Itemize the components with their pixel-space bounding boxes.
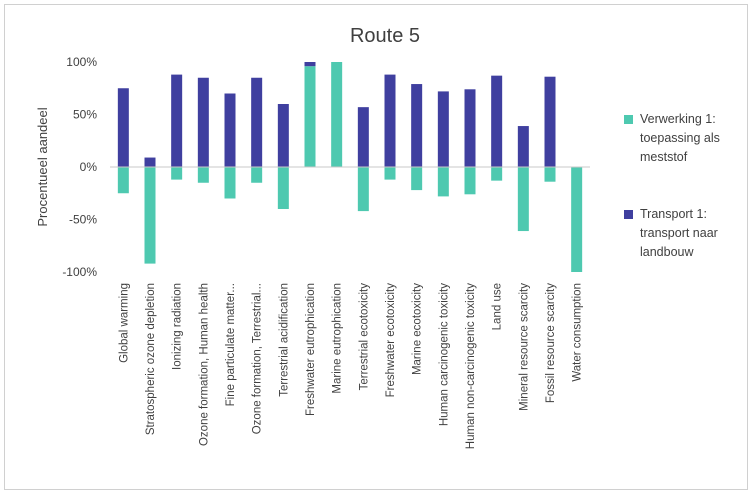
bar-series-2-cat-13: [437, 91, 449, 167]
bar-series-2-cat-2: [144, 157, 156, 167]
x-tick-label: Freshwater ecotoxicity: [385, 283, 397, 398]
chart-title: Route 5: [350, 25, 420, 47]
x-tick-label: Stratospheric ozone depletion: [145, 283, 157, 435]
bar-series-1-cat-12: [411, 167, 423, 191]
x-tick-label: Terrestrial acidification: [278, 283, 290, 397]
bar-series-2-cat-12: [411, 84, 423, 167]
chart-frame: [4, 4, 748, 490]
y-tick-label: 50%: [73, 108, 97, 122]
y-tick-label: 0%: [80, 160, 98, 174]
bar-series-2-cat-15: [491, 75, 503, 167]
bars: [117, 62, 583, 272]
legend-label: Transport 1: transport naar landbouw: [640, 207, 718, 259]
bar-series-2-cat-17: [544, 76, 556, 167]
legend-swatch: [624, 210, 633, 219]
bar-series-2-cat-6: [251, 77, 263, 167]
bar-series-1-cat-11: [384, 167, 396, 180]
x-tick-label: Land use: [492, 283, 504, 330]
bar-series-2-cat-4: [197, 77, 209, 167]
bar-series-1-cat-6: [251, 167, 263, 183]
x-tick-label: Ozone formation, Human health: [198, 283, 210, 446]
bar-series-1-cat-15: [491, 167, 503, 181]
y-tick-labels: 100% 50% 0% -50% -100%: [62, 55, 97, 279]
x-tick-label: Fine particulate matter...: [225, 283, 237, 406]
x-tick-label: Marine eutrophication: [332, 283, 344, 394]
bar-series-1-cat-10: [357, 167, 369, 212]
y-tick-label: -100%: [62, 265, 97, 279]
bar-series-2-cat-14: [464, 89, 476, 167]
bar-series-1-cat-4: [197, 167, 209, 183]
bar-series-2-cat-7: [277, 104, 289, 167]
x-tick-label: Global warming: [118, 283, 130, 363]
x-tick-label: Mineral resource scarcity: [518, 283, 530, 411]
bar-series-1-cat-16: [517, 167, 529, 232]
x-tick-label: Human carcinogenic toxicity: [438, 283, 450, 426]
y-tick-label: 100%: [66, 55, 97, 69]
bar-series-1-cat-5: [224, 167, 236, 199]
y-axis-label: Procentueel aandeel: [35, 107, 50, 226]
x-tick-label: Ozone formation, Terrestrial...: [252, 283, 264, 434]
x-tick-label: Marine ecotoxicity: [412, 283, 424, 375]
bar-series-1-cat-17: [544, 167, 556, 182]
bar-series-2-cat-8: [304, 62, 316, 67]
bar-series-2-cat-5: [224, 93, 236, 167]
bar-series-1-cat-13: [437, 167, 449, 197]
bar-series-1-cat-8: [304, 66, 316, 167]
bar-series-2-cat-10: [357, 107, 369, 167]
y-tick-label: -50%: [69, 213, 97, 227]
x-tick-label: Human non-carcinogenic toxicity: [465, 283, 477, 449]
bar-series-1-cat-2: [144, 167, 156, 264]
bar-series-1-cat-14: [464, 167, 476, 195]
bar-series-2-cat-16: [517, 126, 529, 167]
bar-series-2-cat-3: [171, 74, 183, 167]
bar-series-2-cat-11: [384, 74, 396, 167]
bar-series-1-cat-18: [571, 167, 583, 272]
legend-label: Verwerking 1: toepassing als meststof: [640, 112, 720, 164]
legend-swatch: [624, 115, 633, 124]
x-tick-label: Water consumption: [572, 283, 584, 382]
x-tick-label: Fossil resource scarcity: [545, 283, 557, 403]
x-tick-label: Freshwater eutrophication: [305, 283, 317, 416]
bar-series-2-cat-1: [117, 88, 129, 167]
legend: Verwerking 1: toepassing als meststof Trans…: [624, 112, 720, 259]
x-tick-label: Ionizing radiation: [172, 283, 184, 370]
x-tick-labels: Global warming Stratospheric ozone deplet…: [118, 283, 583, 449]
bar-series-1-cat-7: [277, 167, 289, 209]
bar-series-1-cat-1: [117, 167, 129, 194]
x-tick-label: Terrestrial ecotoxicity: [358, 283, 370, 391]
bar-series-1-cat-3: [171, 167, 183, 180]
bar-series-1-cat-9: [331, 62, 343, 167]
